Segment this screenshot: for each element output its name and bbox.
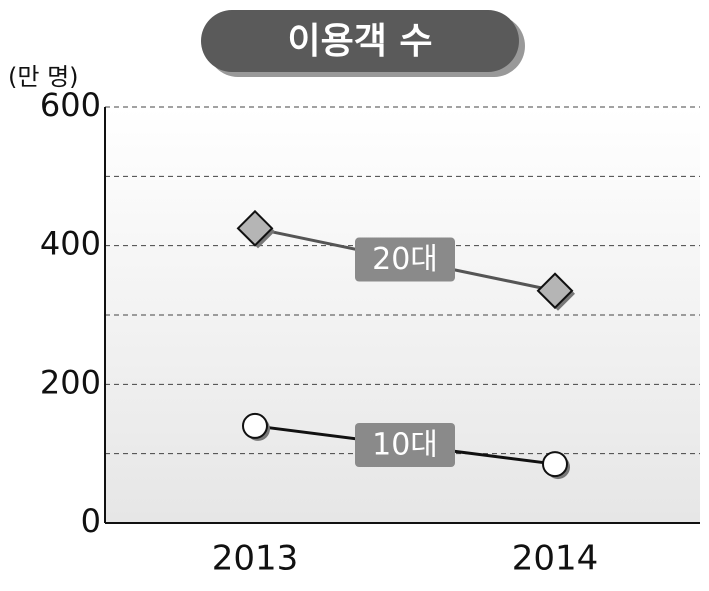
series-label-box — [355, 237, 455, 282]
series-label: 10대 — [372, 428, 438, 463]
x-tick-label: 2013 — [212, 539, 299, 579]
marker — [242, 412, 268, 439]
marker — [542, 451, 568, 478]
series-label: 20대 — [372, 242, 438, 277]
y-unit-label: (만 명) — [8, 63, 79, 91]
y-tick-label: 600 — [40, 86, 101, 124]
y-tick-label: 200 — [40, 363, 101, 401]
marker — [236, 209, 274, 247]
series-label-box — [355, 423, 455, 467]
y-tick-label: 0 — [81, 502, 101, 540]
x-tick-label: 2014 — [512, 539, 599, 579]
marker — [536, 272, 574, 310]
y-tick-label: 400 — [40, 225, 101, 263]
chart-title: 이용객 수 — [287, 21, 432, 62]
title-pill — [201, 10, 519, 72]
